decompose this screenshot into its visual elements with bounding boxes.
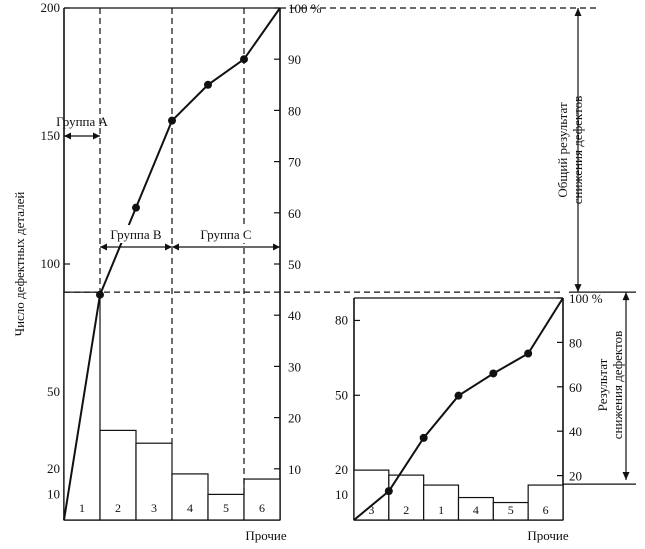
overall-reduction-label: Общий результатснижения дефектов: [555, 96, 585, 204]
right-y-tick-label: 50: [335, 387, 348, 402]
right-bar-label: 6: [543, 503, 549, 517]
right-y2-tick-label: 40: [569, 424, 582, 439]
group-a-label-bg: [66, 112, 98, 130]
reduction-label-line-2: снижения дефектов: [610, 331, 625, 439]
overall-reduction-label-line-1: Общий результат: [555, 102, 570, 198]
left-bar: [171, 473, 209, 521]
right-cumulative-point: [384, 487, 393, 496]
connectors: Общий результатснижения дефектовРезульта…: [64, 7, 636, 485]
group-b-label: Группа B: [110, 227, 161, 242]
left-bar-label: 5: [223, 501, 229, 515]
overall-reduction-arrow-bottom-head: [574, 284, 582, 293]
right-cumulative-point: [489, 369, 498, 378]
right-y2-tick-label: 60: [569, 380, 582, 395]
right-y-tick-label: 20: [335, 462, 348, 477]
left-y2-tick-label: 10: [288, 462, 301, 477]
group-b-arrow-right-head: [165, 243, 172, 251]
left-bar-label: 1: [79, 501, 85, 515]
reduction-arrow-top-head: [622, 292, 630, 301]
right-cumulative-point: [524, 349, 533, 358]
left-bar-label: 2: [115, 501, 121, 515]
group-a-arrow-right-head: [93, 132, 100, 140]
right-bar-label: 1: [438, 503, 444, 517]
left-y2-tick-label: 50: [288, 257, 301, 272]
left-y2-tick-label: 20: [288, 411, 301, 426]
left-cumulative-point: [204, 80, 212, 89]
right-bar-label: 4: [473, 503, 479, 517]
left-y2-tick-label: 70: [288, 155, 301, 170]
overall-reduction-arrow-top-head: [574, 8, 582, 16]
right-y2-tick-label: 20: [569, 469, 582, 484]
right-y-tick-label: 80: [335, 312, 348, 327]
left-y-axis-title: Число дефектных деталей: [12, 192, 27, 337]
left-y-tick-label: 10: [47, 486, 60, 501]
right-y-tick-label: 10: [335, 487, 348, 502]
right-cumulative-point: [419, 433, 428, 442]
overall-reduction-label-line-2: снижения дефектов: [570, 96, 585, 204]
right-cumulative-point: [454, 391, 463, 400]
left-bar: [207, 493, 245, 521]
right-bar: [423, 484, 460, 521]
right-bar: [527, 484, 564, 521]
right-chart: 80 50 20 10 100 % 80 60 40 20 3 2 1 4 5 6 Прочие: [335, 291, 603, 543]
left-y2-tick-label: 80: [288, 103, 301, 118]
group-c-arrow-right-head: [273, 243, 280, 251]
left-y-tick-label: 200: [41, 0, 61, 15]
left-y-tick-label: 50: [47, 384, 60, 399]
left-x-axis-label: Прочие: [245, 528, 287, 543]
left-bar: [99, 429, 137, 521]
group-a-arrow-left-head: [64, 132, 71, 140]
group-b-label-bg: [104, 225, 168, 243]
left-bar-label: 3: [151, 501, 157, 515]
left-y-tick-label: 150: [41, 128, 61, 143]
right-y2-tick-label: 100 %: [569, 291, 603, 306]
left-y2-tick-label: 90: [288, 52, 301, 67]
left-bar: [135, 442, 173, 521]
left-y2-tick-label: 30: [288, 359, 301, 374]
right-bar-label: 5: [508, 503, 514, 517]
right-bar-label: 2: [403, 503, 409, 517]
left-bar-label: 4: [187, 501, 193, 515]
left-y2-tick-label: 60: [288, 206, 301, 221]
reduction-label-line-1: Результат: [595, 358, 610, 411]
reduction-label: Результатснижения дефектов: [595, 331, 625, 439]
left-y2-tick-label: 40: [288, 308, 301, 323]
group-c-arrow-left-head: [172, 243, 179, 251]
group-a-label: Группа A: [56, 114, 108, 129]
right-bar-label: 3: [368, 503, 374, 517]
right-x-axis-label: Прочие: [527, 528, 569, 543]
reduction-arrow-bottom-head: [622, 472, 630, 480]
group-c-label-bg: [176, 225, 276, 243]
right-y2-tick-label: 80: [569, 335, 582, 350]
left-bar-label: 6: [259, 501, 265, 515]
left-y-tick-label: 20: [47, 461, 60, 476]
group-c-label: Группа C: [200, 227, 251, 242]
left-y-tick-label: 100: [41, 256, 61, 271]
group-b-arrow-left-head: [100, 243, 107, 251]
left-cumulative-point: [132, 203, 140, 212]
left-bar: [243, 478, 281, 521]
